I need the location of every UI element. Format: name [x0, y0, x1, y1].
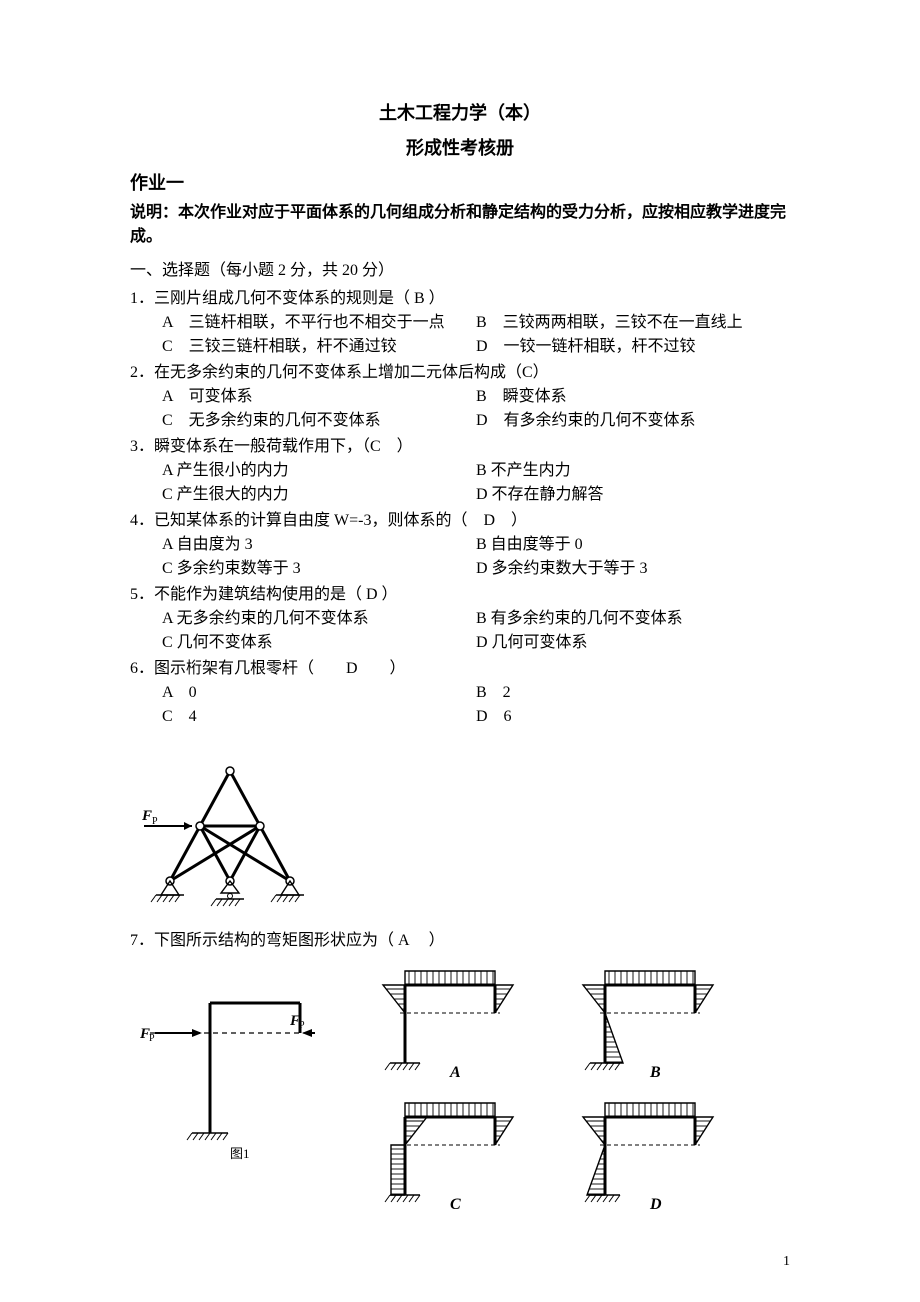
homework-title: 作业一: [130, 170, 790, 197]
svg-text:B: B: [649, 1064, 661, 1081]
question-1: 1．三刚片组成几何不变体系的规则是（ B ）A 三链杆相联，不平行也不相交于一点…: [130, 287, 790, 359]
svg-text:图1: 图1: [230, 1146, 250, 1161]
svg-text:P: P: [149, 1033, 155, 1044]
question-6: 6．图示桁架有几根零杆（ D ）A 0B 2C 4D 6: [130, 657, 790, 729]
option: B 不产生内力: [476, 459, 790, 483]
q6-figure: FP: [130, 731, 790, 921]
option: A 0: [162, 681, 476, 705]
question-4: 4．已知某体系的计算自由度 W=-3，则体系的（ D ）A 自由度为 3B 自由…: [130, 509, 790, 581]
option: D 几何可变体系: [476, 631, 790, 655]
svg-text:C: C: [450, 1196, 461, 1213]
question-3: 3．瞬变体系在一般荷载作用下，（C ）A 产生很小的内力B 不产生内力C 产生很…: [130, 435, 790, 507]
question-5: 5．不能作为建筑结构使用的是（ D ）A 无多余约束的几何不变体系B 有多余约束…: [130, 583, 790, 655]
doc-subtitle: 形成性考核册: [130, 135, 790, 162]
option: C 多余约束数等于 3: [162, 557, 476, 581]
option: B 三铰两两相联，三铰不在一直线上: [476, 311, 790, 335]
option: D 一铰一链杆相联，杆不过铰: [476, 335, 790, 359]
svg-text:F: F: [141, 808, 152, 824]
question-stem: 1．三刚片组成几何不变体系的规则是（ B ）: [130, 287, 790, 311]
question-2: 2．在无多余约束的几何不变体系上增加二元体后构成（C）A 可变体系B 瞬变体系C…: [130, 361, 790, 433]
doc-title: 土木工程力学（本）: [130, 100, 790, 127]
question-stem: 5．不能作为建筑结构使用的是（ D ）: [130, 583, 790, 607]
svg-text:A: A: [449, 1064, 461, 1081]
q7-options-col1: A C: [360, 963, 530, 1215]
option: B 瞬变体系: [476, 385, 790, 409]
section-1-head: 一、选择题（每小题 2 分，共 20 分）: [130, 259, 790, 283]
option: D 不存在静力解答: [476, 483, 790, 507]
option: A 产生很小的内力: [162, 459, 476, 483]
option: B 自由度等于 0: [476, 533, 790, 557]
svg-text:P: P: [152, 816, 158, 827]
option: C 无多余约束的几何不变体系: [162, 409, 476, 433]
svg-text:P: P: [299, 1020, 305, 1031]
option: A 自由度为 3: [162, 533, 476, 557]
option: B 有多余约束的几何不变体系: [476, 607, 790, 631]
svg-text:D: D: [649, 1196, 662, 1213]
q7-frame-figure: FPFP图1: [130, 963, 330, 1215]
option: A 三链杆相联，不平行也不相交于一点: [162, 311, 476, 335]
q7-options-col2: B D: [560, 963, 730, 1215]
option: D 多余约束数大于等于 3: [476, 557, 790, 581]
option: D 有多余约束的几何不变体系: [476, 409, 790, 433]
page-number: 1: [783, 1251, 790, 1272]
option: B 2: [476, 681, 790, 705]
option: C 4: [162, 705, 476, 729]
q7-stem: 7．下图所示结构的弯矩图形状应为（ A ）: [130, 929, 790, 953]
option: C 三铰三链杆相联，杆不通过铰: [162, 335, 476, 359]
question-stem: 3．瞬变体系在一般荷载作用下，（C ）: [130, 435, 790, 459]
homework-desc: 说明：本次作业对应于平面体系的几何组成分析和静定结构的受力分析，应按相应教学进度…: [130, 201, 790, 249]
question-stem: 2．在无多余约束的几何不变体系上增加二元体后构成（C）: [130, 361, 790, 385]
option: A 无多余约束的几何不变体系: [162, 607, 476, 631]
question-stem: 4．已知某体系的计算自由度 W=-3，则体系的（ D ）: [130, 509, 790, 533]
question-stem: 6．图示桁架有几根零杆（ D ）: [130, 657, 790, 681]
option: C 产生很大的内力: [162, 483, 476, 507]
option: A 可变体系: [162, 385, 476, 409]
option: C 几何不变体系: [162, 631, 476, 655]
option: D 6: [476, 705, 790, 729]
